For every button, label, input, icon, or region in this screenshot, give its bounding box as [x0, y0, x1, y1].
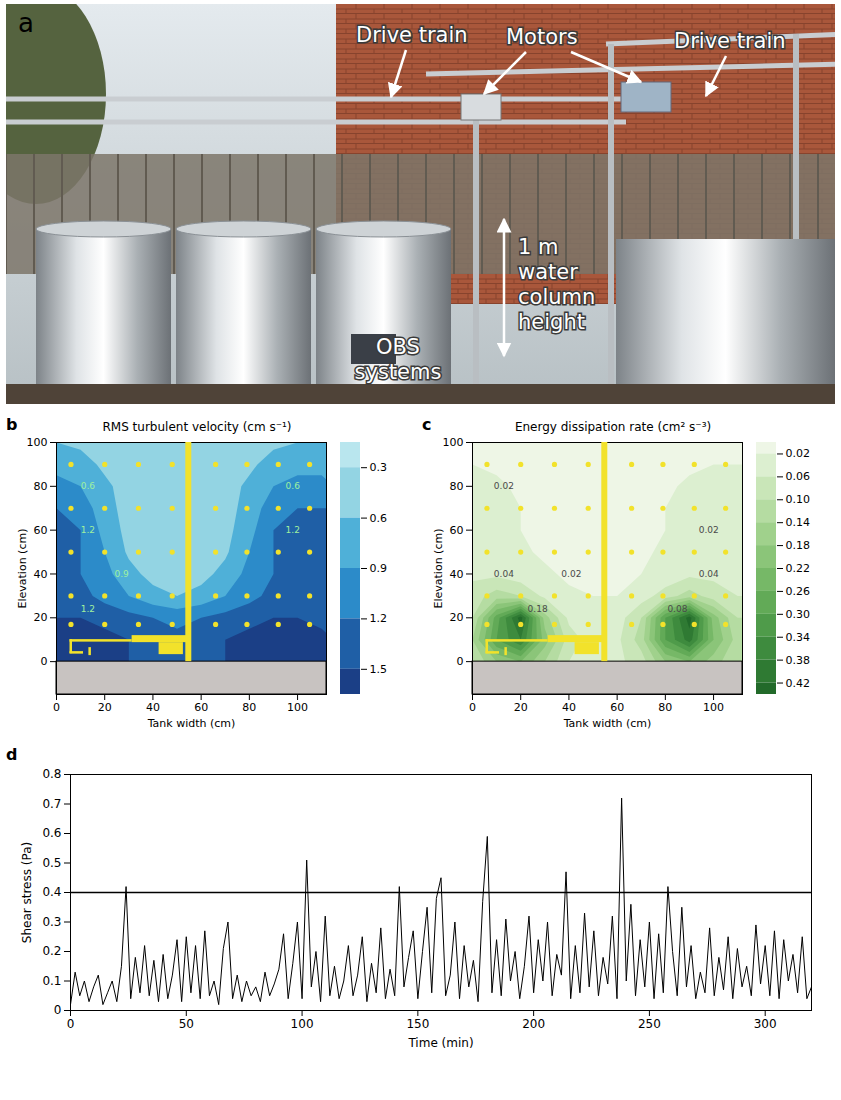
- svg-text:0.14: 0.14: [786, 516, 811, 529]
- svg-text:0.18: 0.18: [528, 604, 548, 614]
- svg-text:150: 150: [406, 1017, 429, 1031]
- svg-text:60: 60: [194, 701, 208, 714]
- svg-text:0.34: 0.34: [786, 631, 811, 644]
- svg-text:0.02: 0.02: [494, 481, 514, 491]
- html-text:c: c: [422, 415, 432, 434]
- svg-text:60: 60: [610, 701, 624, 714]
- svg-text:Motors: Motors: [506, 25, 578, 49]
- svg-text:20: 20: [450, 611, 464, 624]
- svg-text:100: 100: [703, 701, 724, 714]
- svg-text:systems: systems: [355, 360, 442, 384]
- svg-text:40: 40: [562, 701, 576, 714]
- svg-text:40: 40: [34, 567, 48, 580]
- svg-text:80: 80: [450, 480, 464, 493]
- svg-text:80: 80: [34, 480, 48, 493]
- svg-text:0.22: 0.22: [786, 562, 811, 575]
- svg-text:100: 100: [287, 701, 308, 714]
- svg-text:0.02: 0.02: [561, 569, 581, 579]
- svg-text:1.2: 1.2: [286, 525, 300, 535]
- svg-text:0.06: 0.06: [786, 470, 811, 483]
- svg-text:80: 80: [242, 701, 256, 714]
- svg-text:0.30: 0.30: [786, 608, 811, 621]
- svg-text:1 m: 1 m: [518, 235, 559, 259]
- svg-text:0: 0: [67, 1017, 75, 1031]
- svg-text:60: 60: [450, 524, 464, 537]
- html-text:Energy dissipation rate (cm² s: Energy dissipation rate (cm² s⁻³): [514, 420, 712, 434]
- svg-text:0.9: 0.9: [370, 562, 388, 575]
- svg-text:0.4: 0.4: [42, 885, 61, 899]
- svg-text:80: 80: [658, 701, 672, 714]
- svg-text:0.1: 0.1: [42, 974, 61, 988]
- svg-text:0.7: 0.7: [42, 797, 61, 811]
- svg-text:0.02: 0.02: [786, 447, 811, 460]
- svg-text:0.3: 0.3: [42, 915, 61, 929]
- svg-text:0.6: 0.6: [81, 481, 96, 491]
- svg-text:0.6: 0.6: [370, 512, 388, 525]
- svg-text:40: 40: [450, 567, 464, 580]
- svg-text:0.5: 0.5: [42, 856, 61, 870]
- svg-text:0.04: 0.04: [494, 569, 514, 579]
- svg-text:0.2: 0.2: [42, 944, 61, 958]
- svg-text:0.04: 0.04: [699, 569, 719, 579]
- svg-text:200: 200: [522, 1017, 545, 1031]
- svg-text:water: water: [518, 260, 578, 284]
- svg-text:Drive train: Drive train: [674, 29, 786, 53]
- svg-text:height: height: [518, 310, 585, 334]
- svg-text:1.5: 1.5: [370, 663, 388, 676]
- svg-text:a: a: [18, 8, 34, 38]
- svg-text:Tank width (cm): Tank width (cm): [563, 717, 652, 730]
- svg-text:Drive train: Drive train: [356, 23, 468, 47]
- svg-text:OBS: OBS: [376, 335, 420, 359]
- svg-text:Elevation (cm): Elevation (cm): [432, 529, 445, 609]
- svg-text:20: 20: [514, 701, 528, 714]
- svg-text:0.6: 0.6: [286, 481, 301, 491]
- svg-text:20: 20: [98, 701, 112, 714]
- svg-text:250: 250: [638, 1017, 661, 1031]
- svg-text:0: 0: [469, 701, 476, 714]
- svg-text:50: 50: [179, 1017, 194, 1031]
- svg-text:0: 0: [457, 655, 464, 668]
- svg-text:40: 40: [146, 701, 160, 714]
- svg-text:0.42: 0.42: [786, 677, 811, 690]
- svg-text:100: 100: [443, 436, 464, 449]
- svg-text:0.18: 0.18: [786, 539, 811, 552]
- svg-text:Shear stress (Pa): Shear stress (Pa): [20, 842, 34, 943]
- svg-text:60: 60: [34, 524, 48, 537]
- svg-text:0.9: 0.9: [114, 569, 129, 579]
- svg-text:300: 300: [754, 1017, 777, 1031]
- svg-text:0.38: 0.38: [786, 654, 811, 667]
- svg-text:1.2: 1.2: [81, 525, 95, 535]
- svg-text:0.26: 0.26: [786, 585, 811, 598]
- svg-text:20: 20: [34, 611, 48, 624]
- svg-text:1.2: 1.2: [81, 604, 95, 614]
- svg-text:0.10: 0.10: [786, 493, 811, 506]
- svg-text:1.2: 1.2: [370, 612, 388, 625]
- svg-text:0.02: 0.02: [699, 525, 719, 535]
- svg-text:Elevation (cm): Elevation (cm): [16, 529, 29, 609]
- svg-text:Tank width (cm): Tank width (cm): [147, 717, 236, 730]
- html-text:RMS turbulent velocity (cm s⁻¹: RMS turbulent velocity (cm s⁻¹): [102, 420, 292, 434]
- svg-text:0.08: 0.08: [667, 604, 687, 614]
- svg-text:0: 0: [41, 655, 48, 668]
- svg-text:0: 0: [54, 1003, 62, 1017]
- html-text:d: d: [6, 745, 18, 764]
- svg-text:100: 100: [27, 436, 48, 449]
- svg-text:column: column: [518, 285, 595, 309]
- html-text:b: b: [6, 415, 18, 434]
- svg-text:100: 100: [291, 1017, 314, 1031]
- svg-text:0.6: 0.6: [42, 826, 61, 840]
- svg-text:0: 0: [53, 701, 60, 714]
- svg-text:0.3: 0.3: [370, 461, 388, 474]
- svg-text:Time (min): Time (min): [407, 1036, 473, 1050]
- svg-text:0.8: 0.8: [42, 767, 61, 781]
